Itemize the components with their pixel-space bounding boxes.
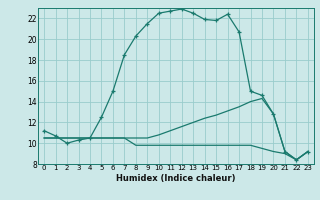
X-axis label: Humidex (Indice chaleur): Humidex (Indice chaleur) — [116, 174, 236, 183]
